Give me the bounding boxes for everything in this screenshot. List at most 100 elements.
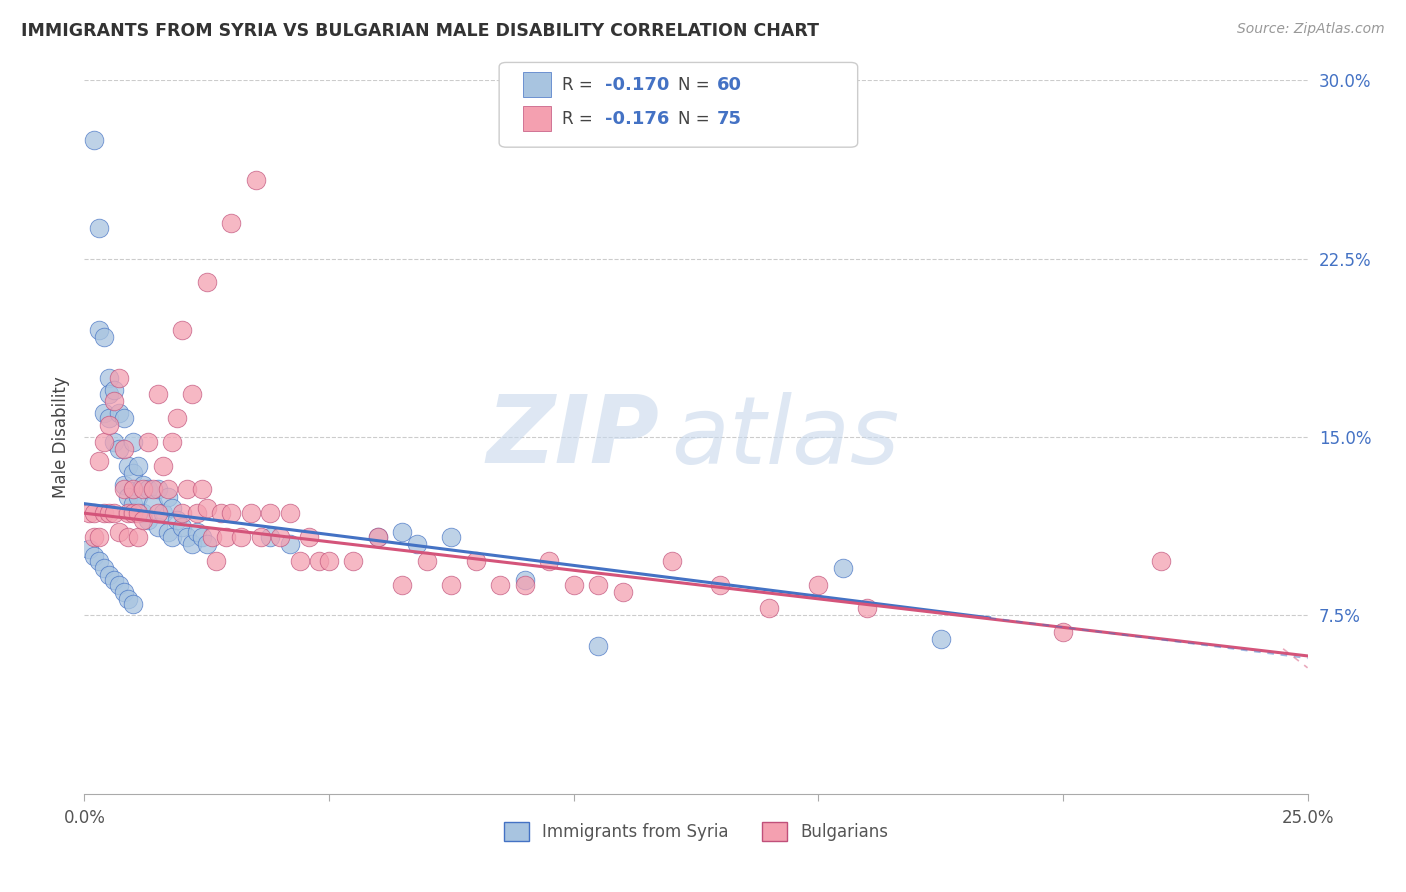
Point	[146, 387, 169, 401]
Point	[166, 411, 188, 425]
Point	[107, 525, 129, 540]
Point	[112, 477, 135, 491]
Point	[612, 584, 634, 599]
Point	[97, 411, 120, 425]
Point	[127, 490, 149, 504]
Point	[97, 506, 120, 520]
Point	[245, 173, 267, 187]
Point	[186, 525, 208, 540]
Point	[181, 537, 204, 551]
Point	[440, 577, 463, 591]
Point	[513, 573, 536, 587]
Point	[709, 577, 731, 591]
Point	[464, 554, 486, 568]
Point	[132, 513, 155, 527]
Point	[132, 506, 155, 520]
Y-axis label: Male Disability: Male Disability	[52, 376, 70, 498]
Point	[195, 276, 218, 290]
Point	[172, 506, 194, 520]
Point	[117, 458, 139, 473]
Text: ZIP: ZIP	[486, 391, 659, 483]
Point	[205, 554, 228, 568]
Point	[142, 483, 165, 497]
Point	[152, 506, 174, 520]
Point	[112, 584, 135, 599]
Point	[77, 541, 100, 556]
Point	[489, 577, 512, 591]
Point	[87, 454, 110, 468]
Point	[122, 497, 145, 511]
Text: atlas: atlas	[672, 392, 900, 483]
Point	[239, 506, 262, 520]
Point	[146, 483, 169, 497]
Point	[97, 370, 120, 384]
Point	[107, 370, 129, 384]
Point	[87, 220, 110, 235]
Text: 75: 75	[717, 110, 742, 128]
Point	[127, 458, 149, 473]
Point	[513, 577, 536, 591]
Text: R =: R =	[562, 76, 599, 94]
Point	[162, 501, 184, 516]
Point	[83, 530, 105, 544]
Point	[856, 601, 879, 615]
Text: N =: N =	[678, 110, 714, 128]
Point	[538, 554, 561, 568]
Point	[176, 483, 198, 497]
Point	[93, 434, 115, 449]
Point	[103, 434, 125, 449]
Point	[103, 383, 125, 397]
Point	[156, 483, 179, 497]
Point	[929, 632, 952, 647]
Point	[176, 530, 198, 544]
Legend: Immigrants from Syria, Bulgarians: Immigrants from Syria, Bulgarians	[495, 814, 897, 850]
Point	[191, 530, 214, 544]
Point	[259, 530, 281, 544]
Point	[136, 513, 159, 527]
Point	[136, 434, 159, 449]
Point	[318, 554, 340, 568]
Point	[93, 561, 115, 575]
Point	[77, 506, 100, 520]
Point	[758, 601, 780, 615]
Point	[87, 530, 110, 544]
Point	[103, 394, 125, 409]
Point	[172, 520, 194, 534]
Point	[156, 525, 179, 540]
Point	[186, 506, 208, 520]
Point	[122, 434, 145, 449]
Point	[87, 554, 110, 568]
Point	[586, 577, 609, 591]
Point	[122, 506, 145, 520]
Point	[259, 506, 281, 520]
Point	[166, 513, 188, 527]
Text: N =: N =	[678, 76, 714, 94]
Point	[391, 577, 413, 591]
Point	[112, 411, 135, 425]
Point	[191, 483, 214, 497]
Point	[93, 330, 115, 344]
Point	[162, 530, 184, 544]
Text: IMMIGRANTS FROM SYRIA VS BULGARIAN MALE DISABILITY CORRELATION CHART: IMMIGRANTS FROM SYRIA VS BULGARIAN MALE …	[21, 22, 820, 40]
Point	[440, 530, 463, 544]
Point	[122, 483, 145, 497]
Point	[97, 568, 120, 582]
Text: -0.176: -0.176	[605, 110, 669, 128]
Point	[146, 506, 169, 520]
Point	[278, 537, 301, 551]
Point	[219, 216, 242, 230]
Point	[107, 577, 129, 591]
Point	[87, 323, 110, 337]
Point	[142, 497, 165, 511]
Point	[107, 442, 129, 456]
Point	[112, 483, 135, 497]
Point	[122, 466, 145, 480]
Point	[107, 406, 129, 420]
Text: Source: ZipAtlas.com: Source: ZipAtlas.com	[1237, 22, 1385, 37]
Point	[807, 577, 830, 591]
Point	[209, 506, 232, 520]
Point	[103, 506, 125, 520]
Point	[122, 597, 145, 611]
Point	[562, 577, 585, 591]
Point	[146, 520, 169, 534]
